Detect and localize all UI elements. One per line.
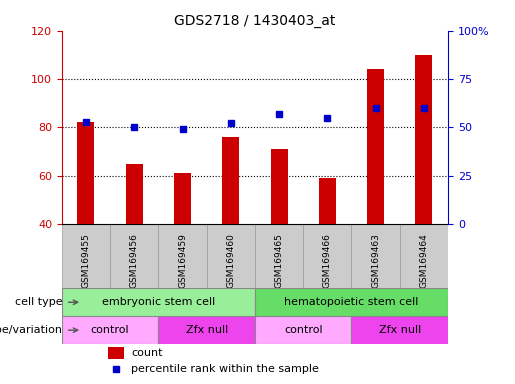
Text: GSM169465: GSM169465 xyxy=(274,233,284,288)
Text: GSM169466: GSM169466 xyxy=(323,233,332,288)
Text: embryonic stem cell: embryonic stem cell xyxy=(102,297,215,307)
Text: cell type: cell type xyxy=(15,297,63,307)
Bar xyxy=(62,224,110,288)
Bar xyxy=(367,70,384,224)
Bar xyxy=(351,316,448,344)
Bar xyxy=(62,316,159,344)
Bar xyxy=(270,149,287,224)
Bar xyxy=(159,224,207,288)
Bar xyxy=(351,224,400,288)
Text: hematopoietic stem cell: hematopoietic stem cell xyxy=(284,297,419,307)
Bar xyxy=(303,224,351,288)
Bar xyxy=(126,164,143,224)
Bar xyxy=(159,316,255,344)
Bar xyxy=(110,224,159,288)
Text: control: control xyxy=(91,325,129,335)
Text: GSM169464: GSM169464 xyxy=(419,233,428,288)
Bar xyxy=(255,224,303,288)
Bar xyxy=(222,137,239,224)
Text: count: count xyxy=(131,348,163,358)
Text: percentile rank within the sample: percentile rank within the sample xyxy=(131,364,319,374)
Text: control: control xyxy=(284,325,322,335)
Text: GSM169456: GSM169456 xyxy=(130,233,139,288)
Title: GDS2718 / 1430403_at: GDS2718 / 1430403_at xyxy=(174,14,336,28)
Bar xyxy=(207,224,255,288)
Bar xyxy=(174,173,191,224)
Text: Zfx null: Zfx null xyxy=(379,325,421,335)
Text: genotype/variation: genotype/variation xyxy=(0,325,63,335)
Text: GSM169463: GSM169463 xyxy=(371,233,380,288)
Text: GSM169455: GSM169455 xyxy=(81,233,91,288)
Bar xyxy=(255,316,351,344)
Bar xyxy=(62,288,255,316)
Bar xyxy=(416,55,433,224)
Bar xyxy=(108,348,124,359)
Text: GSM169460: GSM169460 xyxy=(226,233,235,288)
Bar xyxy=(400,224,448,288)
Text: GSM169459: GSM169459 xyxy=(178,233,187,288)
Bar xyxy=(319,178,336,224)
Text: Zfx null: Zfx null xyxy=(185,325,228,335)
Bar xyxy=(255,288,448,316)
Bar xyxy=(77,122,94,224)
